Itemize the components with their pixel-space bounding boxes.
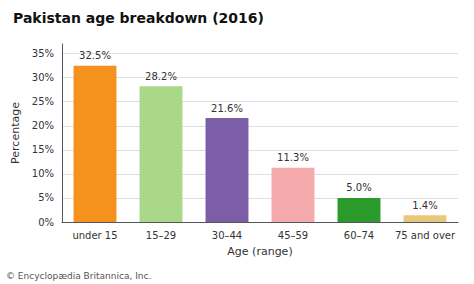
- svg-text:15%: 15%: [32, 144, 54, 155]
- svg-text:5%: 5%: [38, 192, 54, 203]
- svg-text:15–29: 15–29: [146, 230, 176, 241]
- svg-text:75 and over: 75 and over: [395, 230, 456, 241]
- svg-text:5.0%: 5.0%: [346, 182, 371, 193]
- svg-text:10%: 10%: [32, 168, 54, 179]
- svg-text:35%: 35%: [32, 48, 54, 59]
- svg-text:28.2%: 28.2%: [145, 71, 177, 82]
- svg-text:20%: 20%: [32, 120, 54, 131]
- svg-text:25%: 25%: [32, 96, 54, 107]
- svg-text:30%: 30%: [32, 72, 54, 83]
- svg-text:under 15: under 15: [72, 230, 117, 241]
- svg-text:30–44: 30–44: [212, 230, 242, 241]
- svg-text:32.5%: 32.5%: [79, 50, 111, 61]
- svg-text:0%: 0%: [38, 217, 54, 228]
- svg-text:45–59: 45–59: [278, 230, 308, 241]
- svg-text:60–74: 60–74: [344, 230, 374, 241]
- svg-text:© Encyclopædia Britannica, Inc: © Encyclopædia Britannica, Inc.: [6, 271, 151, 281]
- svg-text:Percentage: Percentage: [9, 102, 22, 164]
- svg-text:Pakistan age breakdown (2016): Pakistan age breakdown (2016): [13, 10, 264, 26]
- svg-text:Age (range): Age (range): [227, 245, 292, 258]
- svg-text:1.4%: 1.4%: [412, 200, 437, 211]
- svg-text:11.3%: 11.3%: [277, 152, 309, 163]
- svg-text:21.6%: 21.6%: [211, 103, 243, 114]
